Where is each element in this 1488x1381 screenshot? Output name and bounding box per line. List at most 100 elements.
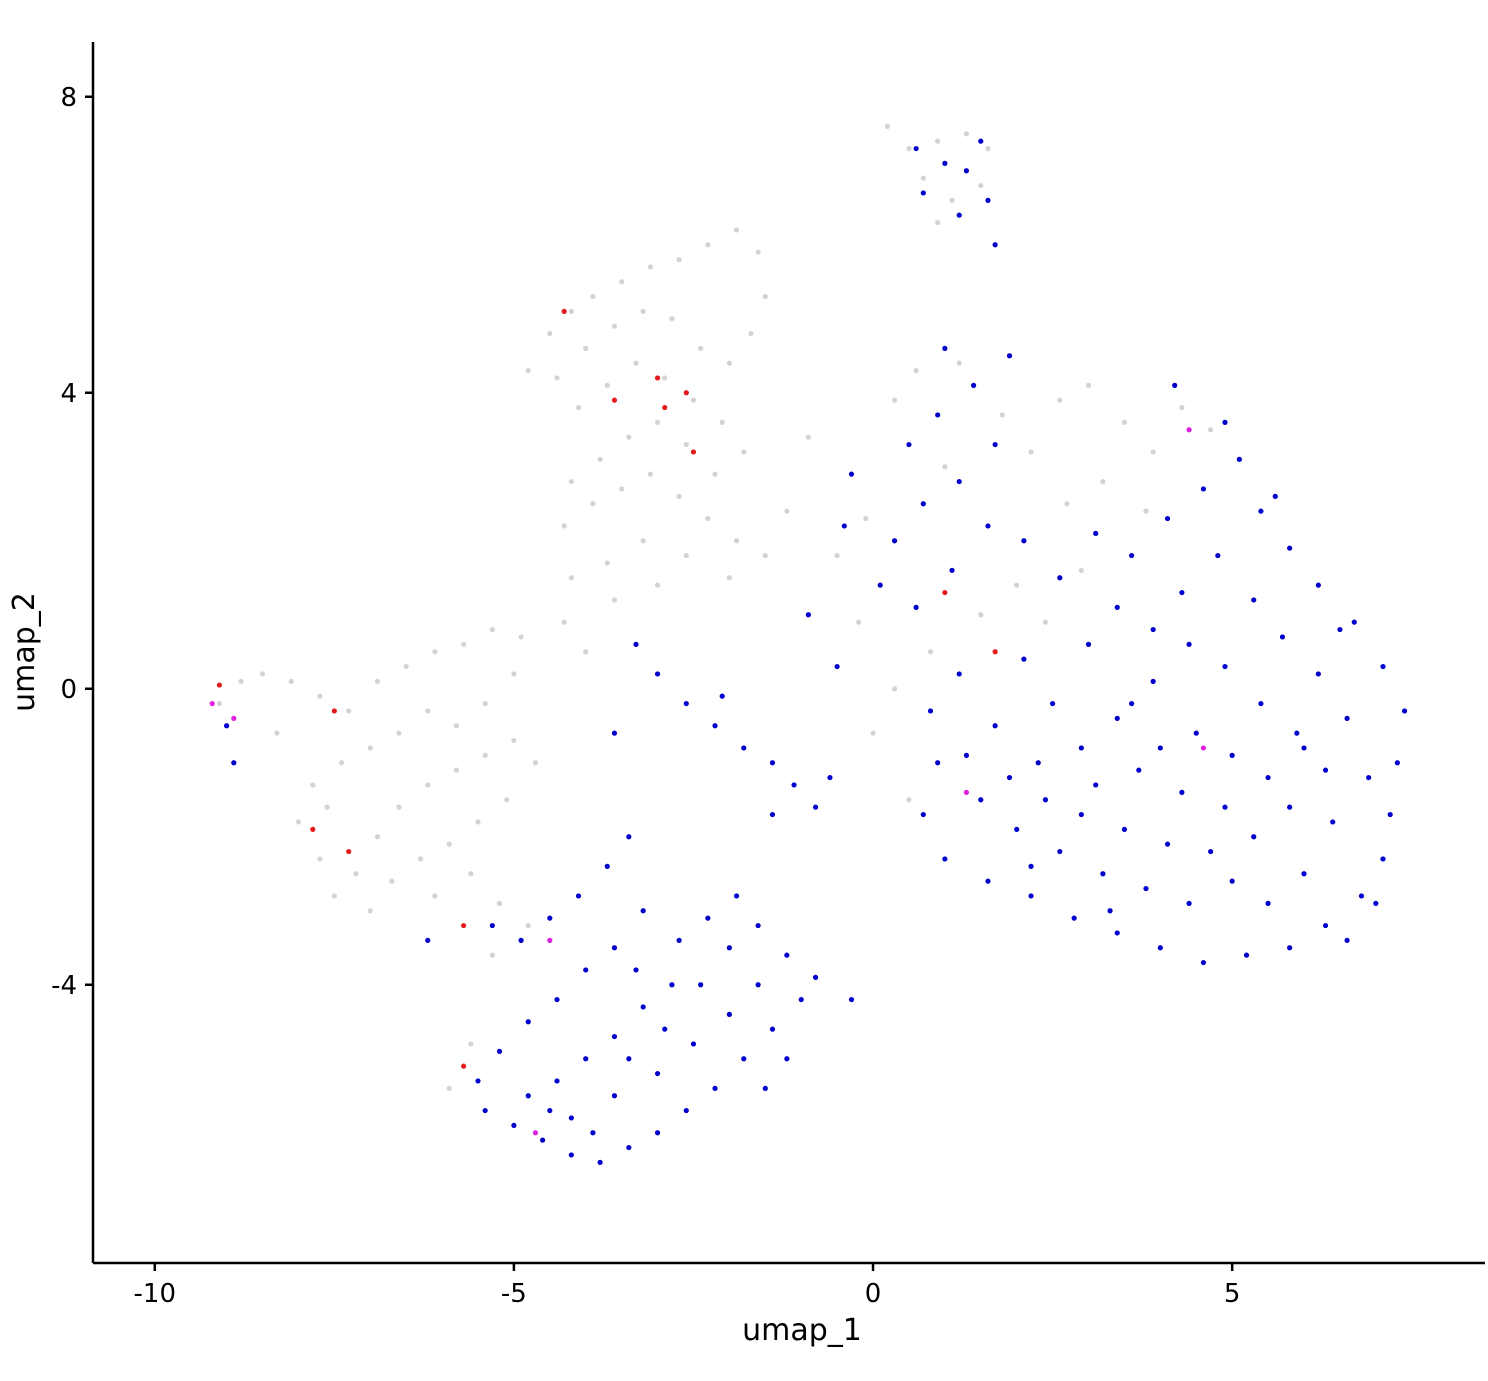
point xyxy=(547,330,553,337)
point xyxy=(482,700,488,707)
point xyxy=(604,382,610,388)
point xyxy=(1179,404,1185,411)
point xyxy=(949,567,955,573)
point xyxy=(1344,937,1350,943)
point xyxy=(496,1048,503,1054)
point xyxy=(927,649,934,655)
point xyxy=(726,945,732,951)
point xyxy=(597,1159,603,1165)
point xyxy=(1057,575,1063,581)
point xyxy=(935,219,941,226)
point xyxy=(1093,782,1099,788)
point xyxy=(978,612,984,618)
point xyxy=(425,782,431,788)
point xyxy=(1287,545,1293,551)
point xyxy=(1071,915,1077,921)
point xyxy=(611,397,618,403)
point xyxy=(209,700,215,707)
point xyxy=(683,700,689,707)
point xyxy=(561,523,567,529)
point xyxy=(669,982,675,988)
point xyxy=(590,501,596,507)
point xyxy=(992,242,998,248)
point xyxy=(654,671,661,677)
point xyxy=(611,730,618,736)
point xyxy=(1200,745,1207,751)
point xyxy=(698,982,704,988)
point xyxy=(511,671,517,677)
point xyxy=(1236,456,1242,462)
x-tick-label: -10 xyxy=(134,1279,176,1309)
point xyxy=(1229,752,1235,758)
point xyxy=(798,996,804,1003)
point xyxy=(295,819,302,825)
point xyxy=(805,434,811,440)
point xyxy=(676,493,682,499)
point xyxy=(1330,819,1336,825)
point xyxy=(705,515,711,522)
point xyxy=(568,575,574,581)
point xyxy=(647,471,653,477)
point xyxy=(1014,826,1020,832)
point xyxy=(1193,730,1199,736)
point xyxy=(654,419,661,425)
point xyxy=(575,893,582,899)
point xyxy=(1337,626,1343,633)
point xyxy=(1251,834,1257,840)
point xyxy=(1322,767,1329,773)
point xyxy=(705,915,711,921)
point xyxy=(633,641,639,647)
point xyxy=(705,242,711,248)
point xyxy=(647,264,653,270)
point xyxy=(769,1026,776,1032)
point xyxy=(1251,597,1257,603)
point xyxy=(1322,922,1329,929)
point xyxy=(1021,538,1027,544)
point xyxy=(461,1063,467,1069)
point xyxy=(590,293,596,300)
point xyxy=(446,1085,452,1091)
point xyxy=(1186,900,1192,906)
point xyxy=(827,774,833,781)
point xyxy=(1129,552,1135,559)
point xyxy=(1373,900,1379,906)
point xyxy=(762,552,768,559)
point xyxy=(654,582,661,588)
point xyxy=(468,871,474,877)
point xyxy=(425,708,431,714)
point xyxy=(1208,427,1214,433)
point xyxy=(504,797,510,803)
point xyxy=(518,937,524,943)
point xyxy=(1050,700,1056,707)
point xyxy=(970,382,977,388)
point xyxy=(511,1122,517,1128)
point xyxy=(978,797,984,803)
point xyxy=(1222,419,1228,425)
point xyxy=(525,1093,531,1099)
point xyxy=(662,375,668,381)
point xyxy=(288,678,294,684)
point xyxy=(611,1093,618,1099)
point xyxy=(942,345,948,351)
point xyxy=(913,145,919,152)
point xyxy=(978,138,984,144)
point xyxy=(568,1152,574,1158)
point xyxy=(231,760,237,766)
point xyxy=(561,619,567,625)
point xyxy=(812,974,819,980)
point xyxy=(676,256,682,263)
point xyxy=(956,671,962,677)
point xyxy=(1150,626,1156,633)
point xyxy=(403,663,409,670)
point xyxy=(913,604,919,610)
point xyxy=(633,360,639,366)
point xyxy=(942,464,948,470)
point xyxy=(1150,449,1156,455)
point xyxy=(978,182,984,189)
point xyxy=(755,922,761,929)
point xyxy=(963,168,970,174)
point xyxy=(417,856,424,862)
point xyxy=(1143,508,1149,514)
point xyxy=(791,782,797,788)
point xyxy=(259,671,266,677)
